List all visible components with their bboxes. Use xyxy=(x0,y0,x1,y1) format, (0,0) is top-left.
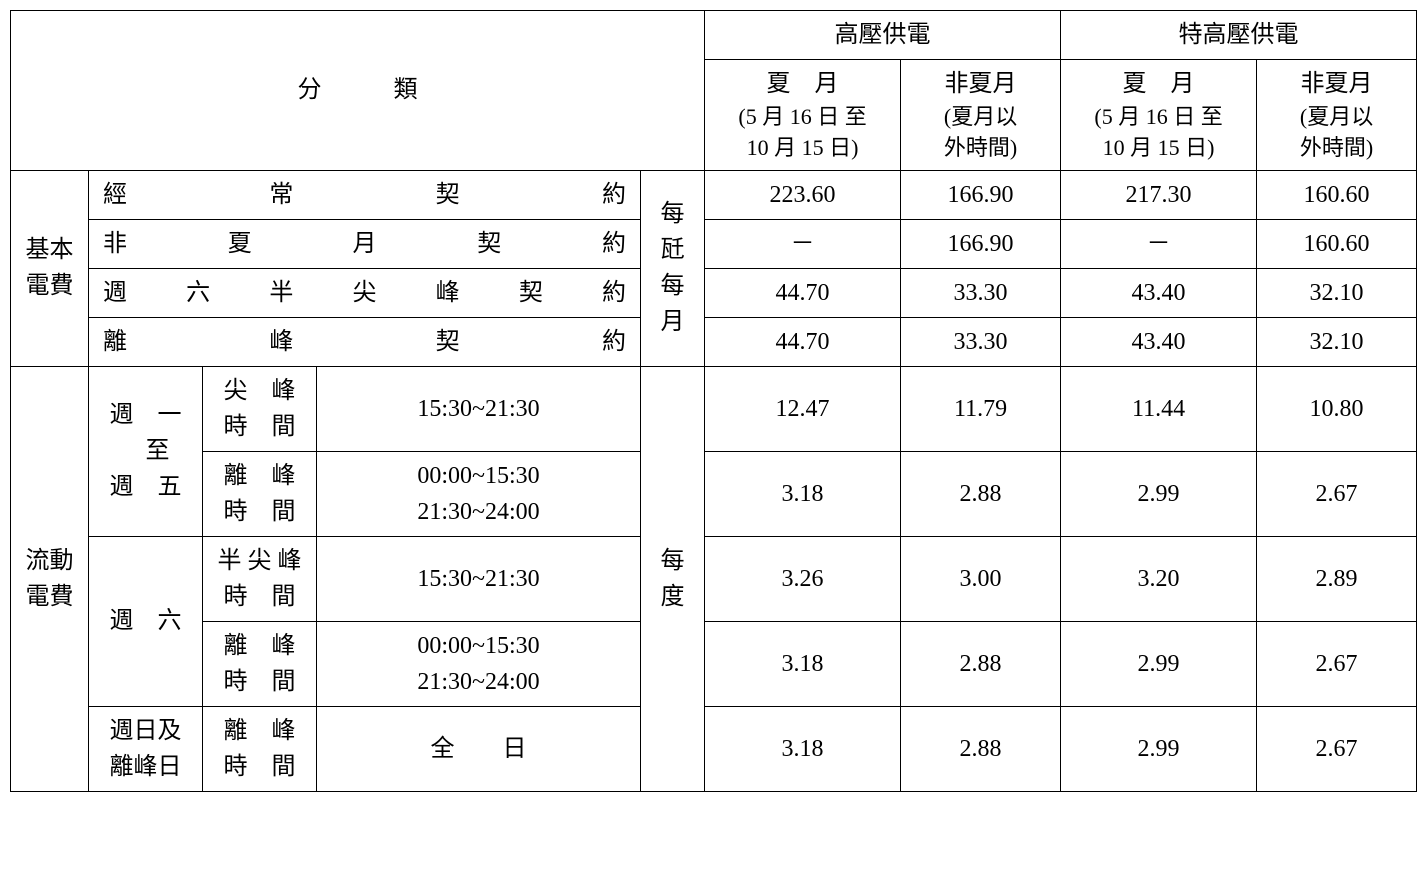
energy-row-sat-semipeak: 週 六 半 尖 峰時 間 15:30~21:30 3.26 3.00 3.20 … xyxy=(11,536,1417,621)
cell-value: 223.60 xyxy=(705,170,901,219)
energy-row-sat-offpeak: 離 峰時 間 00:00~15:3021:30~24:00 3.18 2.88 … xyxy=(11,621,1417,706)
day-group-saturday: 週 六 xyxy=(89,536,203,706)
basic-row-name-0: 經 常 契 約 xyxy=(89,170,641,219)
header-high-voltage: 高壓供電 xyxy=(705,11,1061,60)
cell-value: 12.47 xyxy=(705,366,901,451)
cell-value: 2.88 xyxy=(901,451,1061,536)
energy-row-sunday-offpeak: 週日及離峰日 離 峰時 間 全 日 3.18 2.88 2.99 2.67 xyxy=(11,706,1417,791)
cell-value: － xyxy=(1061,219,1257,268)
time-range: 全 日 xyxy=(317,706,641,791)
basic-row-regular: 基本電費 經 常 契 約 每瓩每月 223.60 166.90 217.30 1… xyxy=(11,170,1417,219)
cell-value: 2.88 xyxy=(901,621,1061,706)
basic-row-sat-semipeak: 週 六 半 尖 峰 契 約 44.70 33.30 43.40 32.10 xyxy=(11,268,1417,317)
cell-value: － xyxy=(705,219,901,268)
time-range: 00:00~15:3021:30~24:00 xyxy=(317,451,641,536)
cell-value: 33.30 xyxy=(901,317,1061,366)
header-category-label: 分 類 xyxy=(298,77,418,103)
cell-value: 3.00 xyxy=(901,536,1061,621)
season-summer-sub1: (5 月 16 日 至 xyxy=(713,102,892,133)
cell-value: 2.67 xyxy=(1257,451,1417,536)
day-group-weekday: 週 一 至週 五 xyxy=(89,366,203,536)
season-nonsummer-sub1: (夏月以 xyxy=(909,102,1052,133)
cell-value: 2.88 xyxy=(901,706,1061,791)
header-hv-summer: 夏 月 (5 月 16 日 至 10 月 15 日) xyxy=(705,60,901,171)
basic-row-nonsummer-contract: 非 夏 月 契 約 － 166.90 － 160.60 xyxy=(11,219,1417,268)
energy-unit-label: 每度 xyxy=(641,366,705,791)
electricity-tariff-table: 分 類 高壓供電 特高壓供電 夏 月 (5 月 16 日 至 10 月 15 日… xyxy=(10,10,1417,792)
time-range: 00:00~15:3021:30~24:00 xyxy=(317,621,641,706)
basic-group-label: 基本電費 xyxy=(11,170,89,366)
header-ehv-nonsummer: 非夏月 (夏月以 外時間) xyxy=(1257,60,1417,171)
cell-value: 44.70 xyxy=(705,317,901,366)
period-semipeak: 半 尖 峰時 間 xyxy=(203,536,317,621)
basic-row-name-3: 離 峰 契 約 xyxy=(89,317,641,366)
cell-value: 32.10 xyxy=(1257,268,1417,317)
basic-row-name-2: 週 六 半 尖 峰 契 約 xyxy=(89,268,641,317)
energy-row-weekday-offpeak: 離 峰時 間 00:00~15:3021:30~24:00 3.18 2.88 … xyxy=(11,451,1417,536)
cell-value: 2.99 xyxy=(1061,451,1257,536)
day-group-sunday: 週日及離峰日 xyxy=(89,706,203,791)
cell-value: 11.79 xyxy=(901,366,1061,451)
season-summer-label: 夏 月 xyxy=(767,71,839,97)
cell-value: 43.40 xyxy=(1061,317,1257,366)
cell-value: 2.99 xyxy=(1061,706,1257,791)
time-range: 15:30~21:30 xyxy=(317,366,641,451)
cell-value: 11.44 xyxy=(1061,366,1257,451)
cell-value: 160.60 xyxy=(1257,219,1417,268)
period-offpeak: 離 峰時 間 xyxy=(203,706,317,791)
period-offpeak: 離 峰時 間 xyxy=(203,621,317,706)
header-hv-nonsummer: 非夏月 (夏月以 外時間) xyxy=(901,60,1061,171)
cell-value: 3.20 xyxy=(1061,536,1257,621)
cell-value: 2.99 xyxy=(1061,621,1257,706)
header-extra-high-voltage: 特高壓供電 xyxy=(1061,11,1417,60)
energy-row-weekday-peak: 流動電費 週 一 至週 五 尖 峰時 間 15:30~21:30 每度 12.4… xyxy=(11,366,1417,451)
header-ehv-summer: 夏 月 (5 月 16 日 至 10 月 15 日) xyxy=(1061,60,1257,171)
cell-value: 32.10 xyxy=(1257,317,1417,366)
cell-value: 160.60 xyxy=(1257,170,1417,219)
cell-value: 2.89 xyxy=(1257,536,1417,621)
season-nonsummer-sub2: 外時間) xyxy=(909,133,1052,164)
cell-value: 3.18 xyxy=(705,706,901,791)
cell-value: 2.67 xyxy=(1257,706,1417,791)
cell-value: 3.18 xyxy=(705,621,901,706)
cell-value: 3.18 xyxy=(705,451,901,536)
cell-value: 217.30 xyxy=(1061,170,1257,219)
basic-row-offpeak: 離 峰 契 約 44.70 33.30 43.40 32.10 xyxy=(11,317,1417,366)
header-category: 分 類 xyxy=(11,11,705,171)
basic-unit-label: 每瓩每月 xyxy=(641,170,705,366)
cell-value: 33.30 xyxy=(901,268,1061,317)
cell-value: 3.26 xyxy=(705,536,901,621)
energy-group-label: 流動電費 xyxy=(11,366,89,791)
cell-value: 2.67 xyxy=(1257,621,1417,706)
cell-value: 10.80 xyxy=(1257,366,1417,451)
period-offpeak: 離 峰時 間 xyxy=(203,451,317,536)
period-peak: 尖 峰時 間 xyxy=(203,366,317,451)
cell-value: 166.90 xyxy=(901,219,1061,268)
cell-value: 166.90 xyxy=(901,170,1061,219)
time-range: 15:30~21:30 xyxy=(317,536,641,621)
season-nonsummer-label: 非夏月 xyxy=(945,71,1017,97)
cell-value: 44.70 xyxy=(705,268,901,317)
basic-row-name-1: 非 夏 月 契 約 xyxy=(89,219,641,268)
season-summer-sub2: 10 月 15 日) xyxy=(713,133,892,164)
cell-value: 43.40 xyxy=(1061,268,1257,317)
